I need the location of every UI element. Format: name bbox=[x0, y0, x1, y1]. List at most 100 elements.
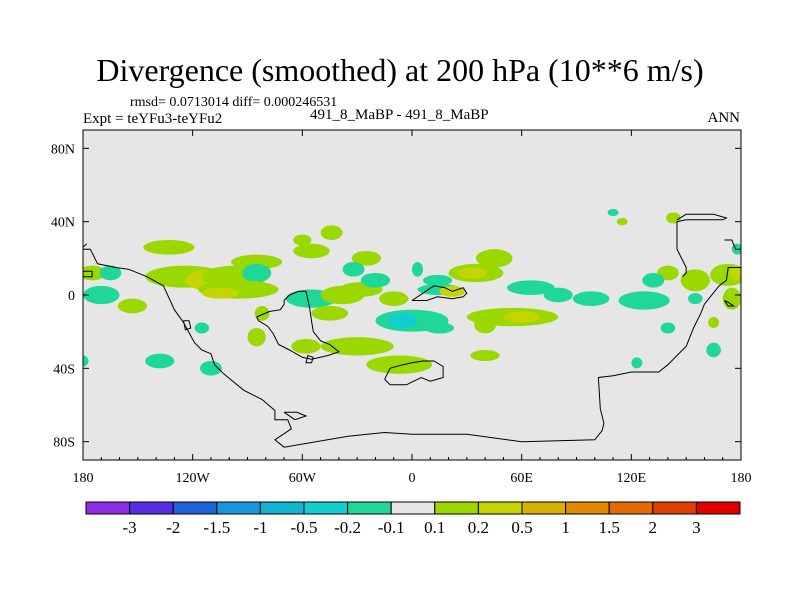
divergence-patch bbox=[351, 251, 381, 266]
divergence-patch bbox=[360, 273, 391, 288]
colorbar-label: -0.2 bbox=[334, 518, 361, 537]
x-tick-label: 0 bbox=[409, 471, 416, 486]
colorbar-label: 1.5 bbox=[599, 518, 620, 537]
colorbar-label: -1 bbox=[253, 518, 267, 537]
divergence-patch bbox=[242, 263, 272, 283]
divergence-patch bbox=[320, 337, 394, 356]
colorbar: -3 -2 -1.5 -1 -0.5 -0.2 -0.1 0.1 0.2 0.5 1 1.5 2 3 bbox=[85, 501, 741, 537]
colorbar-swatch bbox=[477, 501, 523, 515]
x-tick-label: 120E bbox=[617, 471, 647, 486]
colorbar-label: 2 bbox=[649, 518, 658, 537]
divergence-patch bbox=[83, 285, 120, 305]
divergence-patch bbox=[503, 311, 540, 323]
colorbar-swatch bbox=[390, 501, 436, 515]
x-tick-label: 120W bbox=[176, 471, 211, 486]
colorbar-swatch bbox=[303, 501, 349, 515]
coastline bbox=[724, 300, 736, 307]
divergence-patch bbox=[194, 322, 210, 334]
colorbar-swatch bbox=[85, 501, 131, 515]
colorbar-swatch bbox=[608, 501, 654, 515]
divergence-patch bbox=[474, 315, 497, 334]
coastline bbox=[183, 320, 192, 331]
y-tick-label: 80S bbox=[53, 436, 75, 451]
rmsd-stats: rmsd= 0.0713014 diff= 0.000246531 bbox=[130, 95, 338, 110]
divergence-contours bbox=[83, 208, 741, 376]
divergence-patch bbox=[507, 280, 555, 295]
divergence-patch bbox=[666, 212, 681, 224]
divergence-patch bbox=[607, 208, 619, 217]
colorbar-label: 0.1 bbox=[424, 518, 445, 537]
colorbar-swatch bbox=[172, 501, 218, 515]
colorbar-label: 0.2 bbox=[468, 518, 489, 537]
divergence-patch bbox=[457, 267, 487, 279]
coastline bbox=[384, 360, 444, 386]
divergence-patch bbox=[247, 328, 266, 347]
divergence-patch bbox=[366, 355, 433, 374]
colorbar-label: 3 bbox=[692, 518, 701, 537]
divergence-patch bbox=[422, 274, 453, 286]
coastline bbox=[305, 354, 314, 364]
coastline bbox=[676, 213, 728, 278]
divergence-patch bbox=[342, 262, 365, 277]
x-tick-label: 60W bbox=[289, 471, 317, 486]
divergence-patch bbox=[708, 317, 720, 328]
colorbar-swatch bbox=[216, 501, 261, 515]
divergence-patch bbox=[660, 322, 676, 334]
y-tick-label: 0 bbox=[68, 289, 75, 304]
coastline bbox=[83, 243, 88, 248]
divergence-patch bbox=[199, 361, 222, 376]
y-tick-label: 80N bbox=[51, 142, 75, 157]
divergence-patch bbox=[291, 339, 321, 354]
divergence-patch bbox=[293, 243, 330, 259]
coastline bbox=[724, 239, 741, 250]
divergence-patch bbox=[572, 291, 610, 306]
colorbar-swatch bbox=[521, 501, 567, 515]
divergence-patch bbox=[687, 293, 703, 305]
case-label: 491_8_MaBP - 491_8_MaBP bbox=[310, 107, 489, 123]
colorbar-label: 0.5 bbox=[511, 518, 532, 537]
divergence-patch bbox=[475, 249, 513, 268]
colorbar-label: -3 bbox=[123, 518, 137, 537]
axes: 180 120W 60W 0 60E 120E 180 80N 40N 0 40S 80S bbox=[51, 130, 752, 486]
colorbar-label: 1 bbox=[561, 518, 570, 537]
divergence-patch bbox=[543, 287, 573, 303]
divergence-patch bbox=[680, 269, 710, 292]
colorbar-label: -2 bbox=[166, 518, 180, 537]
divergence-patch bbox=[311, 306, 349, 321]
divergence-patch bbox=[83, 355, 89, 367]
divergence-patch bbox=[424, 322, 455, 334]
divergence-patch bbox=[730, 265, 741, 281]
coastline bbox=[411, 285, 468, 301]
divergence-patch bbox=[379, 291, 409, 306]
divergence-patch bbox=[99, 265, 122, 281]
coastlines bbox=[83, 213, 741, 448]
divergence-patch bbox=[201, 287, 239, 299]
season-label: ANN bbox=[707, 110, 741, 126]
experiment-label: Expt = teYFu3-teYFu2 bbox=[83, 111, 223, 127]
divergence-patch bbox=[145, 353, 175, 369]
colorbar-swatch bbox=[347, 501, 392, 515]
divergence-patch bbox=[143, 240, 195, 255]
divergence-patch bbox=[412, 262, 423, 277]
colorbar-swatch bbox=[565, 501, 610, 515]
colorbar-swatch bbox=[129, 501, 174, 515]
colorbar-swatch bbox=[695, 501, 741, 515]
colorbar-swatch bbox=[434, 501, 479, 515]
y-tick-label: 40N bbox=[51, 216, 75, 231]
coastline bbox=[283, 411, 308, 421]
divergence-patch bbox=[616, 218, 628, 226]
divergence-patch bbox=[470, 350, 500, 361]
y-tick-label: 40S bbox=[53, 362, 75, 377]
coastline bbox=[256, 290, 340, 360]
divergence-patch bbox=[231, 254, 283, 270]
divergence-patch bbox=[388, 313, 418, 328]
divergence-patch bbox=[117, 298, 147, 314]
divergence-patch bbox=[254, 306, 270, 321]
colorbar-swatch bbox=[652, 501, 697, 515]
x-tick-label: 180 bbox=[73, 471, 94, 486]
colorbar-label: -0.1 bbox=[378, 518, 405, 537]
chart-title: Divergence (smoothed) at 200 hPa (10**6 … bbox=[96, 52, 704, 88]
coastline bbox=[83, 270, 93, 278]
divergence-patch bbox=[706, 342, 721, 358]
